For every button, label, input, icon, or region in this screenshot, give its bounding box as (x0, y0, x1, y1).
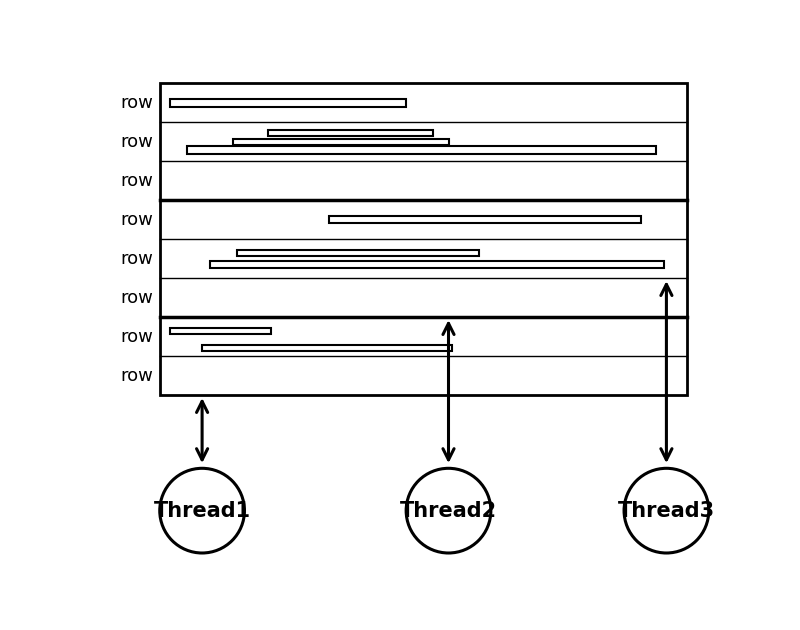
Bar (170, 99, 406, 106)
Text: row: row (121, 94, 154, 112)
Bar (237, 249, 479, 256)
Text: row: row (121, 328, 154, 346)
Bar (170, 328, 271, 334)
Bar (329, 216, 641, 223)
Text: row: row (121, 172, 154, 190)
Bar (186, 147, 656, 154)
Text: row: row (121, 133, 154, 151)
Text: row: row (121, 210, 154, 229)
Text: row: row (121, 289, 154, 307)
Text: Thread3: Thread3 (618, 501, 715, 520)
Text: row: row (121, 249, 154, 268)
Text: Thread2: Thread2 (400, 501, 497, 520)
Text: Thread1: Thread1 (154, 501, 250, 520)
Ellipse shape (160, 468, 245, 553)
Bar (202, 345, 452, 352)
Ellipse shape (624, 468, 709, 553)
Bar (210, 261, 664, 268)
Text: row: row (121, 367, 154, 385)
FancyBboxPatch shape (160, 83, 687, 395)
Bar (233, 139, 449, 145)
Ellipse shape (406, 468, 491, 553)
Bar (267, 130, 433, 136)
